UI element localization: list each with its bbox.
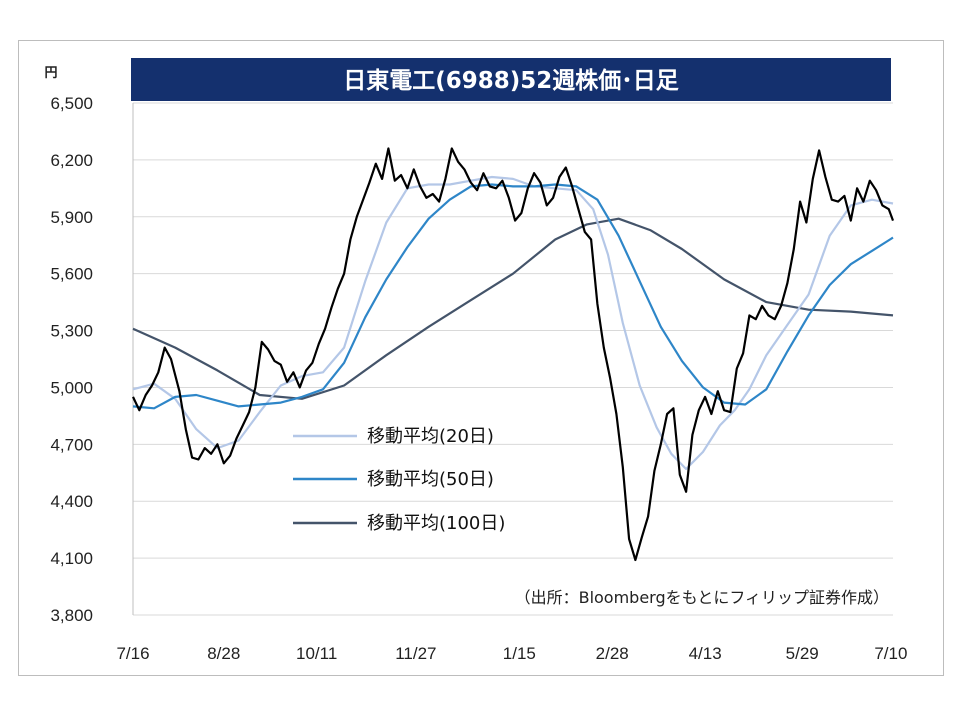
legend-label-ma20: 移動平均(20日) — [367, 426, 494, 447]
y-tick-label: 4,700 — [50, 435, 93, 454]
chart-title: 日東電工(6988)52週株価･日足 — [343, 68, 679, 94]
x-tick-label: 7/10 — [874, 644, 907, 663]
y-tick-label: 5,900 — [50, 208, 93, 227]
legend: 移動平均(20日) 移動平均(50日) 移動平均(100日) — [293, 426, 505, 534]
chart-frame: 6,500 6,200 5,900 5,600 5,300 5,000 4,700 4,400… — [18, 40, 944, 676]
y-tick-label: 6,200 — [50, 151, 93, 170]
series-line-ma20 — [132, 175, 894, 471]
source-note: （出所：Bloombergをもとにフィリップ証券作成） — [515, 588, 889, 607]
y-tick-label: 6,500 — [50, 94, 93, 113]
y-tick-label: 5,300 — [50, 322, 93, 341]
stock-chart: 6,500 6,200 5,900 5,600 5,300 5,000 4,700 4,400… — [44, 58, 907, 663]
legend-label-ma100: 移動平均(100日) — [367, 513, 505, 534]
y-axis-unit: 円 — [44, 66, 57, 81]
series-line-ma50 — [132, 183, 894, 410]
y-axis-ticks: 6,500 6,200 5,900 5,600 5,300 5,000 4,700 4,400… — [50, 94, 93, 625]
x-tick-label: 11/27 — [395, 644, 436, 663]
x-tick-label: 4/13 — [689, 644, 722, 663]
grid-lines — [132, 102, 893, 616]
series-layer — [132, 147, 895, 562]
y-tick-label: 5,600 — [50, 265, 93, 284]
y-tick-label: 5,000 — [50, 378, 93, 397]
title-banner — [131, 58, 891, 101]
x-tick-label: 8/28 — [207, 644, 240, 663]
y-tick-label: 4,400 — [50, 492, 93, 511]
x-tick-label: 2/28 — [596, 644, 629, 663]
series-line-ma100 — [132, 217, 894, 400]
x-tick-label: 5/29 — [786, 644, 819, 663]
legend-label-ma50: 移動平均(50日) — [367, 469, 494, 490]
y-tick-label: 3,800 — [50, 606, 93, 625]
x-axis-ticks: 7/16 8/28 10/11 11/27 1/15 2/28 4/13 5/29 7/10 — [116, 644, 907, 663]
series-line-price — [132, 147, 895, 562]
y-tick-label: 4,100 — [50, 549, 93, 568]
x-tick-label: 7/16 — [116, 644, 149, 663]
x-tick-label: 1/15 — [503, 644, 536, 663]
x-tick-label: 10/11 — [296, 644, 337, 663]
